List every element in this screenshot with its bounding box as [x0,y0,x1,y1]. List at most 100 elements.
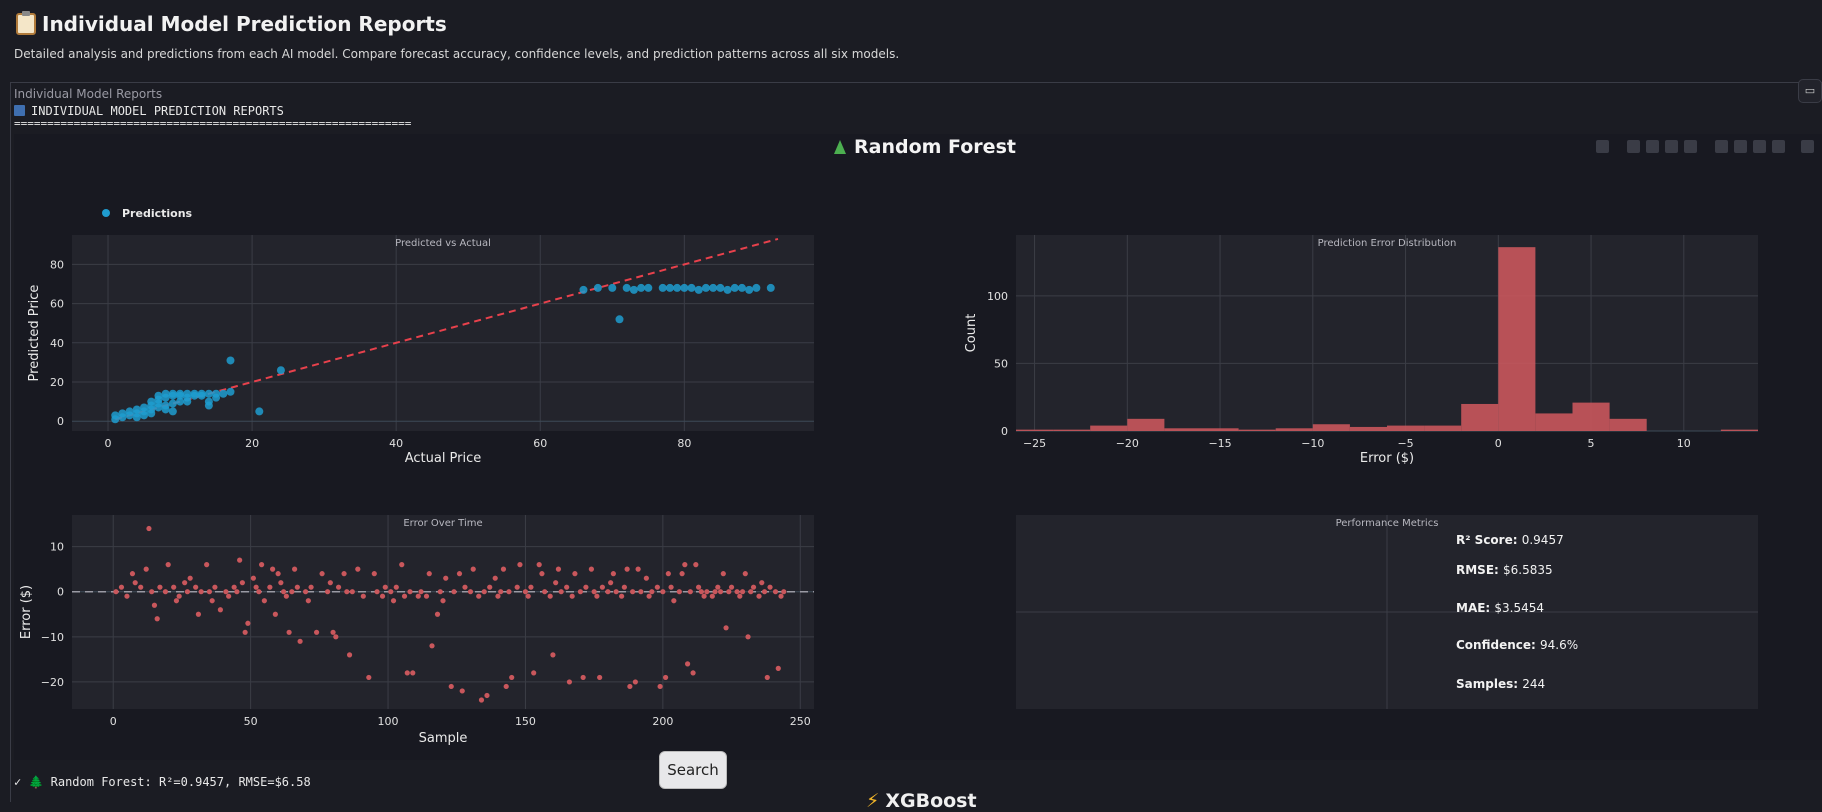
chart-1-title: Predicted vs Actual [395,238,491,249]
error-point [206,589,213,595]
prediction-point [204,401,213,410]
error-point [393,584,399,590]
prediction-point [168,399,177,408]
error-point [176,593,182,599]
error-point [764,674,770,681]
histogram-bar [1572,402,1610,431]
search-button[interactable]: Search [659,751,727,789]
error-point [231,584,237,590]
error-point [459,688,465,694]
error-point [217,607,223,613]
error-point [588,566,595,572]
error-point [261,598,267,604]
histogram-bar [1164,428,1202,431]
chart-3-xtick: 0 [110,715,117,728]
error-point [209,598,215,604]
prediction-point [147,397,156,406]
error-point [187,575,193,581]
error-point [627,683,633,690]
error-point [184,589,191,595]
error-point [509,674,515,681]
autoscale-icon[interactable] [1753,140,1766,153]
error-point [239,580,245,586]
error-point [492,575,498,581]
error-point [481,589,487,595]
zoom-icon[interactable] [1627,140,1640,153]
prediction-point [680,283,689,292]
prediction-point [154,391,163,400]
error-point [657,683,663,690]
chart-3-ytick: 0 [57,586,64,599]
error-point [162,589,169,595]
camera-icon[interactable] [1596,140,1609,153]
error-point [467,589,474,595]
error-point [462,584,468,590]
error-point [305,598,311,604]
prediction-point [132,413,141,422]
box-select-icon[interactable] [1665,140,1678,153]
histogram-bar [1720,429,1758,431]
error-point [308,584,314,590]
error-point [182,580,188,586]
prediction-point [608,283,617,292]
chart-1-ylabel: Predicted Price [27,285,42,382]
error-point [324,589,331,595]
error-point [717,589,724,595]
zoom-in-icon[interactable] [1715,140,1728,153]
histogram-bar [1275,428,1313,431]
error-point [756,593,762,599]
prediction-point [183,397,192,406]
page-title: Individual Model Prediction Reports [16,11,447,36]
error-point [693,562,699,568]
zoom-out-icon[interactable] [1734,140,1747,153]
error-point [701,593,707,599]
chart-2-xtick: −20 [1116,437,1139,450]
prediction-point [593,283,602,292]
error-point [759,580,765,586]
error-point [643,575,649,581]
error-point [272,611,278,617]
error-point [676,589,682,595]
chart-2-ytick: 100 [987,290,1008,303]
error-point [745,634,751,640]
metric-row: MAE: $3.5454 [1456,601,1544,615]
chart-3-ytick: −10 [41,631,64,644]
metric-label: Samples: [1456,677,1522,691]
error-point [259,562,265,568]
output-frame [10,82,1822,802]
prediction-point [622,283,631,292]
error-point [319,571,325,577]
page-subtitle: Detailed analysis and predictions from e… [14,47,900,61]
chart-2-ytick: 0 [1001,425,1008,438]
lasso-icon[interactable] [1684,140,1697,153]
chart-1-ytick: 40 [50,337,64,350]
chart-4-title: Performance Metrics [1336,518,1439,529]
metric-value: 244 [1522,677,1545,691]
prediction-point [226,356,235,365]
prediction-point [665,283,674,292]
panel-3-bg [72,515,814,709]
error-point [434,611,441,617]
error-point [500,566,507,572]
chart-2-xtick: 5 [1588,437,1595,450]
error-point [401,593,408,599]
legend-label[interactable]: Predictions [122,207,193,220]
error-point [113,589,119,595]
chart-3-xtick: 200 [652,715,673,728]
error-point [542,589,548,595]
error-point [695,584,702,590]
prediction-point [132,405,141,414]
home-icon[interactable] [1772,140,1785,153]
error-point [476,593,482,599]
error-point [355,566,361,572]
error-point [698,589,704,595]
prediction-point [140,403,149,412]
prediction-point [673,283,682,292]
pan-icon[interactable] [1646,140,1659,153]
prediction-point [219,389,228,398]
error-point [566,679,573,685]
error-point [195,611,202,617]
next-model-title: ⚡ XGBoost [866,790,977,812]
lightning-icon: ⚡ [866,790,880,812]
plotly-logo-icon[interactable] [1801,140,1814,153]
